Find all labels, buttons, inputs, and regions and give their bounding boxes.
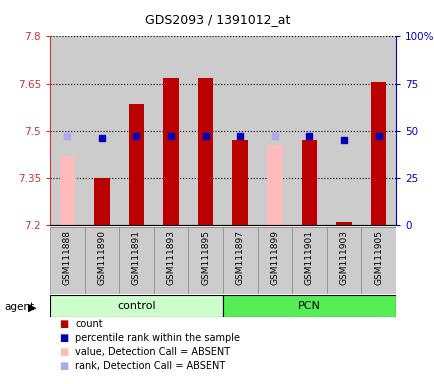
Text: GDS2093 / 1391012_at: GDS2093 / 1391012_at (145, 13, 289, 26)
Bar (223, 227, 257, 294)
Text: GSM111901: GSM111901 (304, 230, 313, 285)
Bar (163, 78, 178, 225)
Bar (361, 227, 395, 294)
Bar (266, 145, 282, 225)
Bar (154, 227, 188, 294)
Text: GSM111899: GSM111899 (270, 230, 279, 285)
Bar (335, 222, 351, 225)
Bar (257, 36, 292, 225)
Bar (85, 36, 119, 225)
Text: GSM111905: GSM111905 (373, 230, 382, 285)
Text: GSM111897: GSM111897 (235, 230, 244, 285)
Bar (301, 140, 316, 225)
Bar (326, 227, 361, 294)
Text: ■: ■ (59, 347, 68, 357)
Text: GSM111888: GSM111888 (62, 230, 72, 285)
Bar (119, 227, 154, 294)
Bar (326, 36, 361, 225)
Text: ▶: ▶ (28, 302, 37, 312)
Text: count: count (75, 319, 103, 329)
Bar (232, 140, 247, 225)
Bar (59, 156, 75, 225)
Text: PCN: PCN (297, 301, 320, 311)
Text: value, Detection Call = ABSENT: value, Detection Call = ABSENT (75, 347, 230, 357)
Bar (94, 177, 109, 225)
Bar (257, 227, 292, 294)
Bar (188, 36, 223, 225)
Bar (292, 36, 326, 225)
Text: ■: ■ (59, 361, 68, 371)
Text: GSM111891: GSM111891 (132, 230, 141, 285)
Bar (85, 227, 119, 294)
Text: ■: ■ (59, 333, 68, 343)
Bar (223, 295, 395, 317)
Text: GSM111893: GSM111893 (166, 230, 175, 285)
Text: ■: ■ (59, 319, 68, 329)
Bar (50, 227, 84, 294)
Text: control: control (117, 301, 155, 311)
Bar (197, 78, 213, 225)
Bar (370, 82, 385, 225)
Text: percentile rank within the sample: percentile rank within the sample (75, 333, 240, 343)
Bar (361, 36, 395, 225)
Bar (223, 36, 257, 225)
Bar (188, 227, 223, 294)
Bar (50, 36, 84, 225)
Bar (292, 227, 326, 294)
Text: GSM111903: GSM111903 (339, 230, 348, 285)
Bar (128, 104, 144, 225)
Bar (50, 295, 223, 317)
Text: GSM111895: GSM111895 (201, 230, 210, 285)
Text: GSM111890: GSM111890 (97, 230, 106, 285)
Bar (119, 36, 154, 225)
Text: rank, Detection Call = ABSENT: rank, Detection Call = ABSENT (75, 361, 225, 371)
Bar (154, 36, 188, 225)
Text: agent: agent (4, 302, 34, 312)
